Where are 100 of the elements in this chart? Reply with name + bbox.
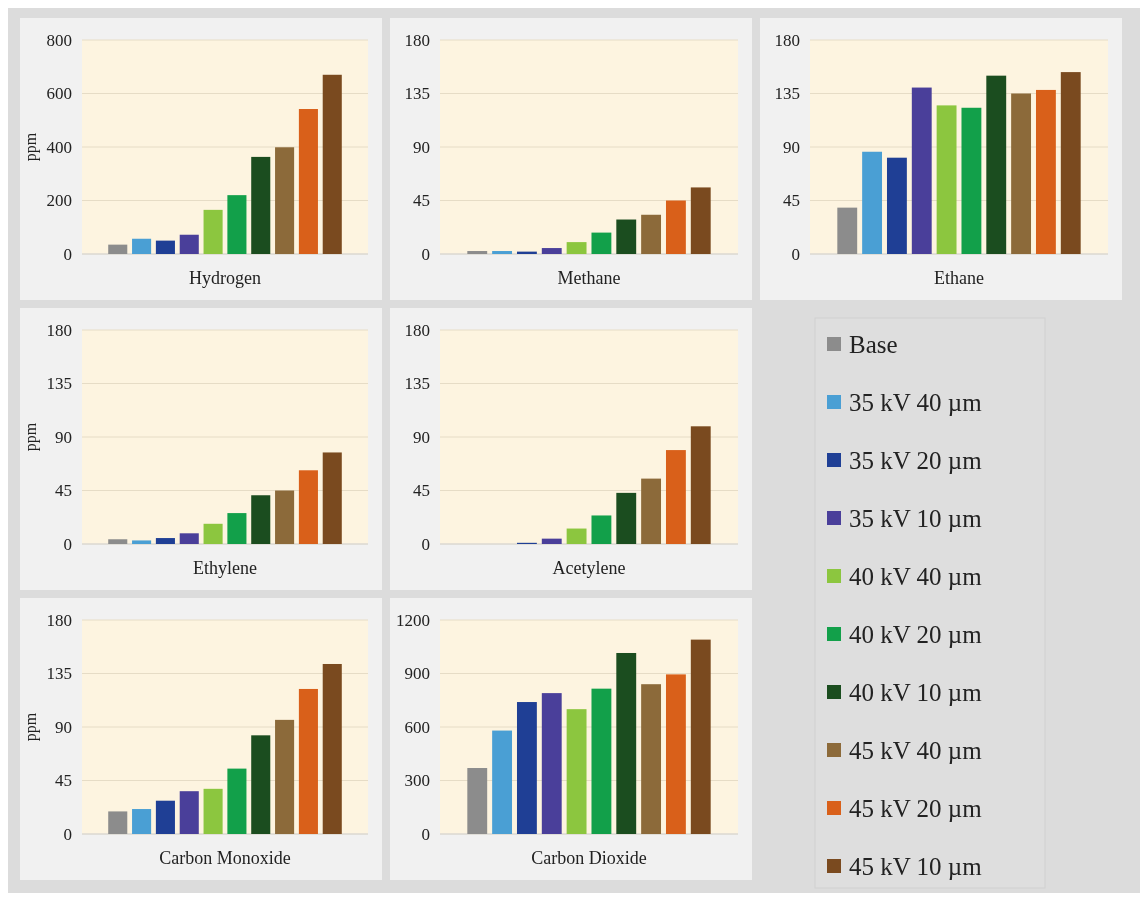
bar [275,147,295,254]
y-tick-label: 45 [55,771,72,791]
bar [1035,89,1056,254]
bar [179,533,199,544]
bar [467,768,488,834]
x-axis-title: Hydrogen [189,268,261,288]
y-tick-label: 0 [63,534,72,554]
y-tick-label: 1200 [396,610,430,630]
y-tick-label: 45 [413,191,430,211]
x-axis-title: Carbon Dioxide [531,848,647,868]
y-tick-label: 135 [404,84,430,104]
y-tick-label: 180 [46,610,72,630]
x-axis-title: Methane [557,268,621,288]
bar [203,788,223,834]
y-tick-label: 180 [774,30,800,50]
y-tick-label: 300 [404,771,430,791]
y-tick-label: 600 [404,717,430,737]
y-axis-title: ppm [22,712,40,742]
y-tick-label: 45 [413,481,430,501]
y-tick-label: 45 [783,191,800,211]
y-tick-label: 800 [46,30,72,50]
bar [108,811,128,834]
bar [322,452,342,544]
bar [179,234,199,254]
bar [227,195,247,254]
y-tick-label: 180 [404,320,430,340]
bar [108,244,128,254]
bar [591,232,612,254]
y-tick-label: 90 [413,427,430,447]
bar [298,688,318,834]
bar [108,539,128,544]
bar [227,768,247,834]
bar [227,513,247,544]
y-tick-label: 0 [421,824,430,844]
y-tick-label: 0 [791,244,800,264]
bar [155,538,175,544]
y-tick-label: 90 [55,717,72,737]
bar [251,735,271,834]
x-axis-title: Acetylene [552,558,626,578]
bar [837,207,858,254]
bar [251,156,271,254]
bar [492,730,513,834]
bar [616,652,637,834]
bar [516,702,537,834]
bar [936,105,957,254]
bar [467,251,488,254]
legend-label: Base [849,330,898,358]
bar [986,75,1007,254]
bar [322,74,342,254]
y-tick-label: 600 [46,84,72,104]
bar [251,495,271,544]
bar [591,515,612,544]
bar [298,470,318,544]
bar [566,709,587,834]
bar [641,214,662,254]
bar [665,674,686,834]
legend-label: 40 kV 10 µm [849,678,983,706]
y-tick-label: 0 [63,244,72,264]
bar [665,450,686,544]
bar [275,719,295,834]
legend-label: 45 kV 10 µm [849,852,983,880]
legend-label: 35 kV 40 µm [849,388,983,416]
bar [862,151,883,254]
legend-label: 40 kV 20 µm [849,620,983,648]
bar [641,478,662,544]
y-tick-label: 90 [783,137,800,157]
bar [690,426,711,544]
bar [690,187,711,254]
bar [155,240,175,254]
x-axis-title: Ethane [934,268,984,288]
legend-label: 35 kV 10 µm [849,504,983,532]
y-tick-label: 200 [46,191,72,211]
bar [132,238,152,254]
bar [203,209,223,254]
bar [298,109,318,254]
bar [492,251,513,254]
bar [591,688,612,834]
y-tick-label: 180 [404,30,430,50]
bar [203,523,223,544]
bar [961,107,982,254]
bar [541,538,562,544]
bar [616,219,637,254]
y-tick-label: 135 [46,664,72,684]
legend-label: 45 kV 40 µm [849,736,983,764]
legend-label: 35 kV 20 µm [849,446,983,474]
y-tick-label: 90 [55,427,72,447]
y-axis-title: ppm [22,132,40,162]
y-tick-label: 0 [421,244,430,264]
x-axis-title: Ethylene [193,558,257,578]
y-tick-label: 90 [413,137,430,157]
bar [132,540,152,544]
bar [322,663,342,834]
bar [541,248,562,254]
bar [1060,72,1081,254]
bar [275,490,295,544]
bar [690,639,711,834]
bar [541,693,562,834]
y-tick-label: 0 [63,824,72,844]
x-axis-title: Carbon Monoxide [159,848,291,868]
bar [155,800,175,834]
